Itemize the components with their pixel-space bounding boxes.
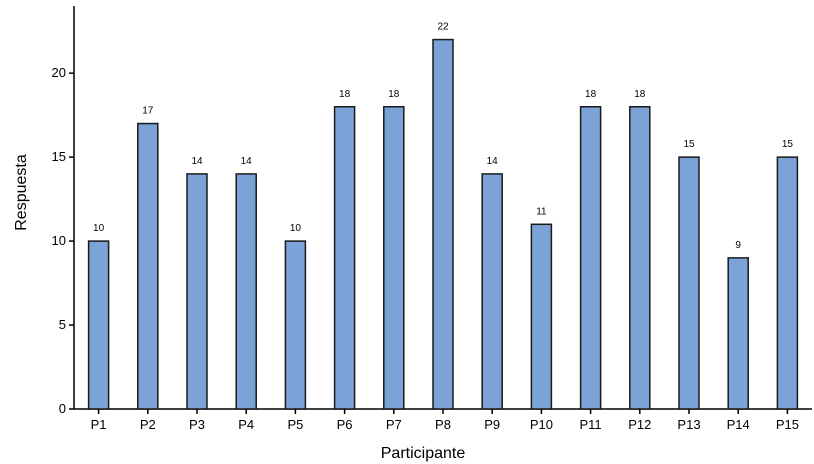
data-label-p8: 22 bbox=[437, 22, 449, 33]
x-tick-label: P7 bbox=[386, 417, 402, 432]
y-tick-label: 0 bbox=[59, 401, 66, 416]
x-tick-label: P2 bbox=[140, 417, 156, 432]
bar-p15 bbox=[776, 156, 799, 410]
data-label-p13: 15 bbox=[683, 139, 695, 150]
bar-p9 bbox=[481, 173, 503, 410]
bar-p5 bbox=[284, 240, 307, 410]
data-label-p10: 11 bbox=[536, 206, 547, 217]
x-tick-label: P10 bbox=[530, 417, 553, 432]
bar-p13 bbox=[678, 156, 700, 410]
y-tick-label: 10 bbox=[52, 233, 66, 248]
data-label-p6: 18 bbox=[339, 89, 351, 100]
data-label-p14: 9 bbox=[735, 240, 741, 251]
x-tick-label: P13 bbox=[677, 417, 700, 432]
data-label-p12: 18 bbox=[634, 89, 646, 100]
y-tick-label: 15 bbox=[52, 149, 66, 164]
x-tick-label: P14 bbox=[727, 417, 750, 432]
y-axis-title: Respuesta bbox=[13, 154, 30, 231]
x-ticks: P1 P2 P3 P4 P5 P6 P7 P8 P9 P10 P11 P12 P13 P14 P15 bbox=[91, 409, 799, 432]
data-label-p2: 17 bbox=[142, 106, 154, 117]
data-label-p4: 14 bbox=[241, 156, 253, 167]
bar-p8 bbox=[432, 38, 454, 410]
data-label-p5: 10 bbox=[290, 223, 302, 234]
bar-p12 bbox=[629, 106, 651, 410]
bar-p6 bbox=[333, 106, 356, 410]
data-label-p9: 14 bbox=[487, 156, 499, 167]
x-tick-label: P9 bbox=[484, 417, 500, 432]
x-tick-label: P8 bbox=[435, 417, 451, 432]
x-tick-label: P11 bbox=[580, 417, 602, 432]
data-label-p3: 14 bbox=[191, 156, 203, 167]
bar-p11 bbox=[579, 106, 602, 410]
x-tick-label: P6 bbox=[337, 417, 353, 432]
y-ticks: 0 5 10 15 20 bbox=[52, 65, 74, 416]
data-label-p15: 15 bbox=[782, 139, 794, 150]
bar-p2 bbox=[137, 122, 159, 410]
bar-p10 bbox=[530, 223, 553, 410]
bars: 10 17 14 14 10 18 18 22 14 11 18 18 15 9 15 bbox=[87, 22, 799, 410]
data-label-p7: 18 bbox=[388, 89, 400, 100]
x-tick-label: P1 bbox=[91, 417, 107, 432]
x-tick-label: P15 bbox=[776, 417, 799, 432]
bar-p4 bbox=[235, 173, 257, 410]
bar-p3 bbox=[186, 173, 208, 410]
x-tick-label: P3 bbox=[189, 417, 205, 432]
x-tick-label: P4 bbox=[238, 417, 254, 432]
data-label-p1: 10 bbox=[93, 223, 105, 234]
bar-p1 bbox=[87, 240, 110, 410]
bar-p14 bbox=[727, 257, 749, 410]
bar-p7 bbox=[383, 106, 405, 410]
x-tick-label: P12 bbox=[628, 417, 651, 432]
y-tick-label: 5 bbox=[59, 317, 66, 332]
x-axis-title: Participante bbox=[381, 445, 466, 462]
y-tick-label: 20 bbox=[52, 65, 66, 80]
data-label-p11: 18 bbox=[585, 89, 597, 100]
x-tick-label: P5 bbox=[287, 417, 303, 432]
